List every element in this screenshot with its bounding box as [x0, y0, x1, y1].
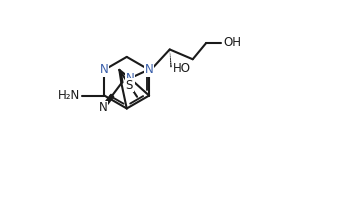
- Text: OH: OH: [223, 36, 241, 50]
- Text: N: N: [99, 101, 107, 114]
- Text: HO: HO: [173, 62, 191, 75]
- Text: H₂N: H₂N: [58, 89, 81, 102]
- Text: N: N: [126, 72, 134, 85]
- Text: S: S: [126, 79, 133, 92]
- Text: N: N: [145, 63, 154, 76]
- Text: N: N: [100, 63, 109, 76]
